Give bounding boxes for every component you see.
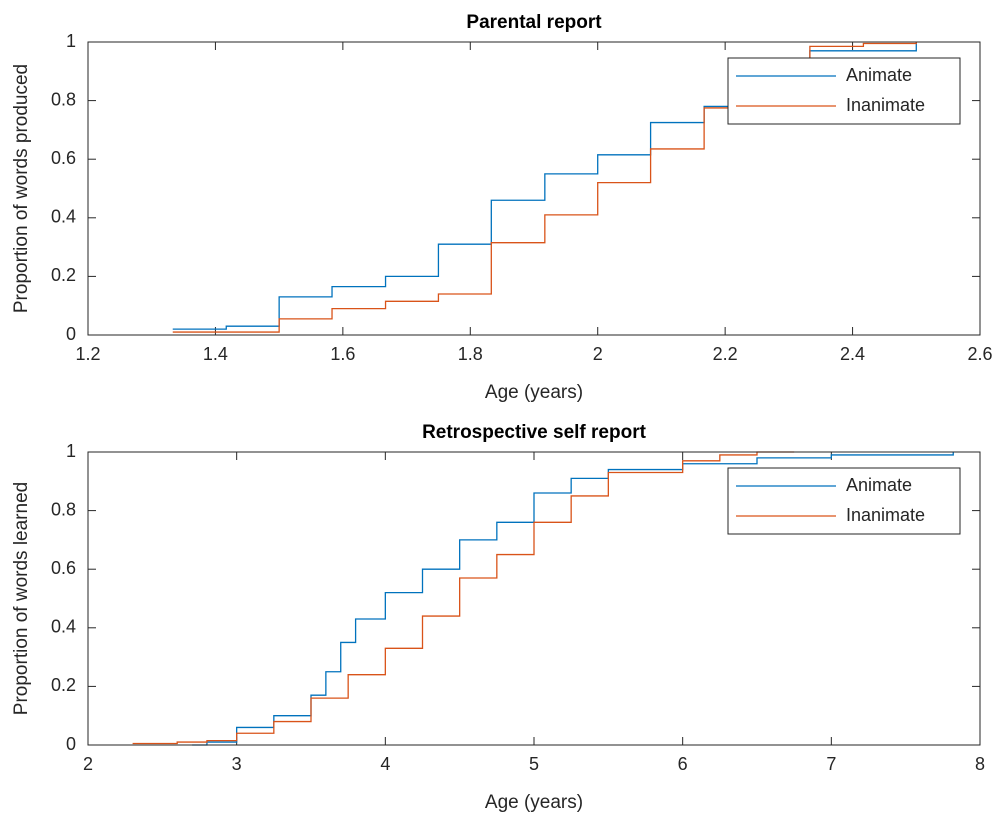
legend-label: Inanimate — [846, 95, 925, 115]
y-tick-label: 0.6 — [51, 148, 76, 168]
axes-box — [87, 41, 981, 336]
x-tick-label: 2 — [83, 754, 93, 774]
x-axis-label: Age (years) — [485, 382, 583, 403]
legend-label: Animate — [846, 65, 912, 85]
y-tick-label: 0.4 — [51, 617, 76, 637]
x-tick-label: 1.4 — [203, 344, 228, 364]
x-tick-label: 2.2 — [713, 344, 738, 364]
chart-title: Retrospective self report — [422, 422, 647, 443]
y-tick-label: 1 — [66, 31, 76, 51]
x-axis-label: Age (years) — [485, 792, 583, 813]
y-tick-label: 0.2 — [51, 675, 76, 695]
data-line — [132, 451, 795, 745]
x-tick-label: 8 — [975, 754, 985, 774]
chart-title: Parental report — [466, 12, 602, 33]
legend-label: Animate — [846, 475, 912, 495]
legend-box — [727, 57, 961, 125]
x-tick-label: 3 — [232, 754, 242, 774]
x-tick-label: 1.6 — [330, 344, 355, 364]
data-line — [172, 42, 917, 333]
legend-box — [727, 467, 961, 535]
x-tick-label: 5 — [529, 754, 539, 774]
y-tick-label: 0 — [66, 734, 76, 754]
y-axis-label: Proportion of words produced — [11, 64, 32, 313]
x-tick-label: 1.8 — [458, 344, 483, 364]
y-tick-label: 0 — [66, 324, 76, 344]
y-tick-label: 0.8 — [51, 499, 76, 519]
y-tick-label: 0.4 — [51, 207, 76, 227]
x-tick-label: 7 — [826, 754, 836, 774]
legend-label: Inanimate — [846, 505, 925, 525]
x-tick-label: 4 — [380, 754, 390, 774]
x-tick-label: 2.6 — [967, 344, 992, 364]
x-tick-label: 6 — [678, 754, 688, 774]
y-tick-label: 1 — [66, 441, 76, 461]
y-tick-label: 0.2 — [51, 265, 76, 285]
y-tick-label: 0.8 — [51, 89, 76, 109]
y-axis-label: Proportion of words learned — [11, 482, 32, 715]
x-tick-label: 1.2 — [75, 344, 100, 364]
x-tick-label: 2.4 — [840, 344, 865, 364]
y-tick-label: 0.6 — [51, 558, 76, 578]
data-line — [172, 42, 917, 330]
x-tick-label: 2 — [593, 344, 603, 364]
axes-box — [87, 451, 981, 746]
